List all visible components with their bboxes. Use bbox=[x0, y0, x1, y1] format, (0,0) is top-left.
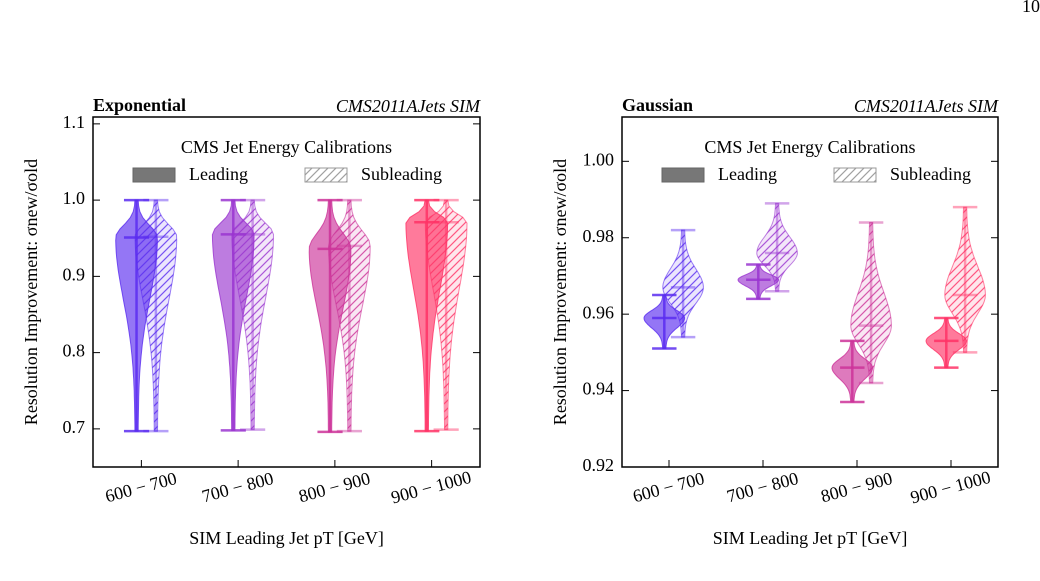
x-axis-label: SIM Leading Jet pT [GeV] bbox=[189, 528, 384, 548]
y-tick-label: 0.8 bbox=[63, 341, 86, 361]
y-tick-label: 1.1 bbox=[63, 112, 86, 132]
legend-title: CMS Jet Energy Calibrations bbox=[704, 137, 915, 157]
violin-hatch bbox=[328, 200, 371, 432]
legend-title: CMS Jet Energy Calibrations bbox=[181, 137, 392, 157]
y-tick-label: 1.00 bbox=[583, 149, 615, 169]
violin-hatch bbox=[425, 200, 467, 430]
x-tick-label: 800 − 900 bbox=[819, 468, 895, 506]
violin-hatch bbox=[231, 200, 274, 430]
x-tick-label: 900 − 1000 bbox=[389, 467, 474, 508]
legend-label: Subleading bbox=[361, 164, 442, 184]
y-tick-label: 1.0 bbox=[63, 188, 86, 208]
y-tick-label: 0.9 bbox=[63, 264, 86, 284]
x-tick-label: 600 − 700 bbox=[103, 468, 179, 506]
panel-title: Exponential bbox=[93, 95, 186, 115]
y-tick-label: 0.7 bbox=[63, 417, 86, 437]
y-tick-label: 0.98 bbox=[583, 226, 615, 246]
legend-patch bbox=[132, 167, 176, 183]
y-tick-label: 0.96 bbox=[583, 302, 615, 322]
violin-hatch bbox=[850, 222, 892, 383]
x-tick-label: 600 − 700 bbox=[631, 468, 707, 506]
legend-patch bbox=[304, 167, 348, 183]
legend-label: Subleading bbox=[890, 164, 971, 184]
violin-hatch bbox=[944, 207, 986, 353]
x-axis-label: SIM Leading Jet pT [GeV] bbox=[713, 528, 908, 548]
x-tick-label: 900 − 1000 bbox=[908, 467, 993, 508]
y-axis-label: Resolution Improvement: σnew/σold bbox=[550, 159, 570, 425]
axes-frame bbox=[621, 116, 999, 468]
x-tick-label: 700 − 800 bbox=[725, 468, 801, 506]
legend-patch bbox=[833, 167, 877, 183]
y-axis-label: Resolution Improvement: σnew/σold bbox=[21, 159, 41, 425]
x-tick-label: 800 − 900 bbox=[296, 468, 372, 506]
violin-hatch bbox=[135, 200, 177, 432]
axes-frame bbox=[92, 116, 481, 468]
y-tick-label: 0.94 bbox=[583, 379, 615, 399]
legend-label: Leading bbox=[718, 164, 777, 184]
annotation: CMS2011AJets SIM bbox=[854, 96, 999, 116]
violin-hatch bbox=[662, 230, 704, 338]
legend-patch bbox=[661, 167, 705, 183]
panel-title: Gaussian bbox=[622, 95, 693, 115]
y-tick-label: 0.92 bbox=[583, 455, 615, 475]
page-number: 10 bbox=[1022, 0, 1040, 16]
x-tick-label: 700 − 800 bbox=[200, 468, 276, 506]
legend-label: Leading bbox=[189, 164, 248, 184]
violin-hatch bbox=[756, 203, 798, 292]
annotation: CMS2011AJets SIM bbox=[336, 96, 481, 116]
